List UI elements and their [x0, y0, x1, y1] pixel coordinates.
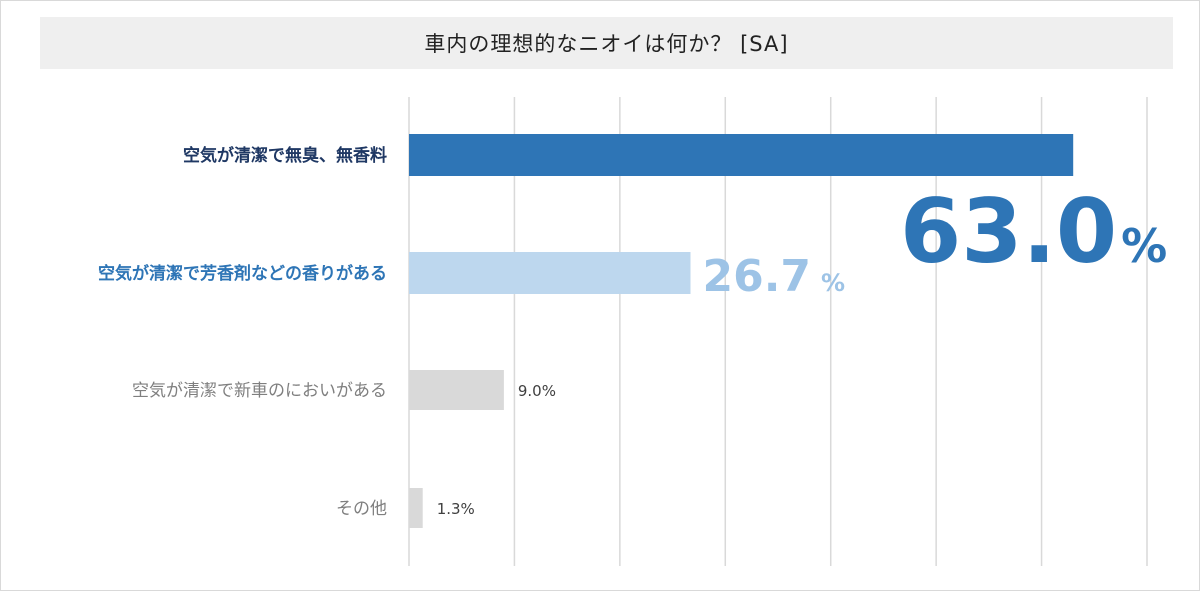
category-labels: 空気が清潔で無臭、無香料空気が清潔で芳香剤などの香りがある空気が清潔で新車のにお… — [98, 145, 387, 519]
value-labels: 63.0% 26.7 % 9.0% 1.3% — [437, 180, 1168, 518]
bar — [409, 370, 504, 410]
chart-title: 車内の理想的なニオイは何か？ [SA] — [424, 32, 789, 56]
value-label: 1.3% — [437, 500, 475, 518]
bars — [409, 134, 1074, 528]
value-label: 63.0% — [900, 180, 1167, 283]
bar — [409, 488, 423, 528]
category-label: 空気が清潔で新車のにおいがある — [132, 381, 387, 401]
category-label: その他 — [336, 499, 387, 519]
value-label: 26.7% — [702, 251, 845, 302]
bar — [409, 252, 691, 294]
chart-title-band: 車内の理想的なニオイは何か？ [SA] — [40, 17, 1173, 69]
category-label: 空気が清潔で芳香剤などの香りがある — [98, 263, 387, 284]
value-label: 9.0% — [518, 382, 556, 400]
category-label: 空気が清潔で無臭、無香料 — [183, 145, 387, 166]
bar — [409, 134, 1074, 176]
